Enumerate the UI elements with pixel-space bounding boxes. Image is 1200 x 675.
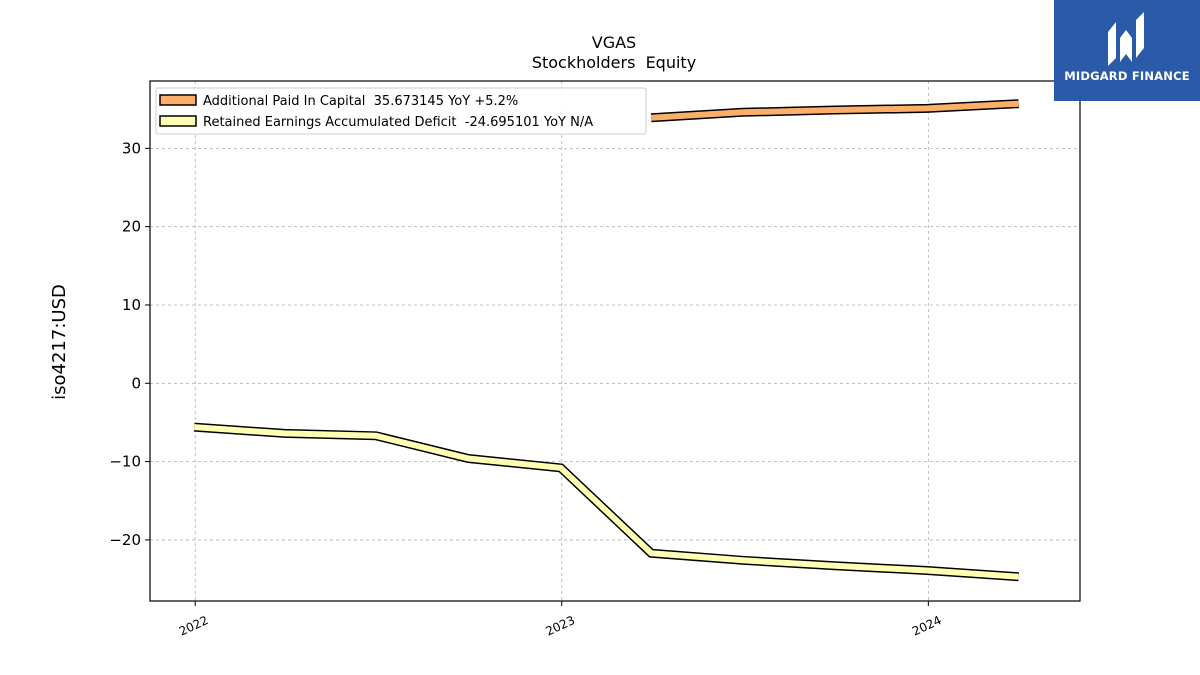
legend-swatch-0 bbox=[159, 94, 197, 106]
brand-name: MIDGARD FINANCE bbox=[1064, 69, 1190, 83]
y-axis: −20 −10 0 10 20 30 bbox=[109, 139, 150, 549]
grid bbox=[150, 81, 1080, 601]
brand-logo: MIDGARD FINANCE bbox=[1054, 0, 1200, 101]
y-tick-label: 10 bbox=[122, 296, 141, 314]
y-tick-label: 30 bbox=[122, 139, 141, 157]
series-line-1 bbox=[193, 424, 1019, 580]
y-tick-label: −20 bbox=[109, 531, 141, 549]
y-tick-label: 20 bbox=[122, 218, 141, 236]
series-outline-1 bbox=[193, 422, 1020, 582]
midgard-logo-icon bbox=[1108, 12, 1144, 66]
plot-frame bbox=[149, 80, 1081, 602]
chart-title: VGAS bbox=[592, 33, 636, 52]
x-axis: 2022 2023 2024 bbox=[177, 601, 944, 639]
legend-entry-0: Additional Paid In Capital 35.673145 YoY… bbox=[203, 94, 518, 109]
x-tick-label: 2022 bbox=[177, 613, 211, 639]
legend: Additional Paid In Capital 35.673145 YoY… bbox=[155, 87, 647, 135]
chart-subtitle: Stockholders Equity bbox=[532, 53, 696, 72]
legend-swatch-1 bbox=[159, 115, 197, 127]
x-tick-label: 2024 bbox=[910, 613, 944, 639]
y-axis-label: iso4217:USD bbox=[49, 284, 70, 400]
legend-entry-1: Retained Earnings Accumulated Deficit -2… bbox=[203, 115, 593, 130]
series-line-0 bbox=[651, 100, 1019, 121]
series-layer bbox=[193, 99, 1020, 582]
y-tick-label: 0 bbox=[131, 374, 141, 392]
y-tick-label: −10 bbox=[109, 453, 141, 471]
legend-box bbox=[155, 87, 647, 135]
x-tick-label: 2023 bbox=[543, 613, 577, 639]
